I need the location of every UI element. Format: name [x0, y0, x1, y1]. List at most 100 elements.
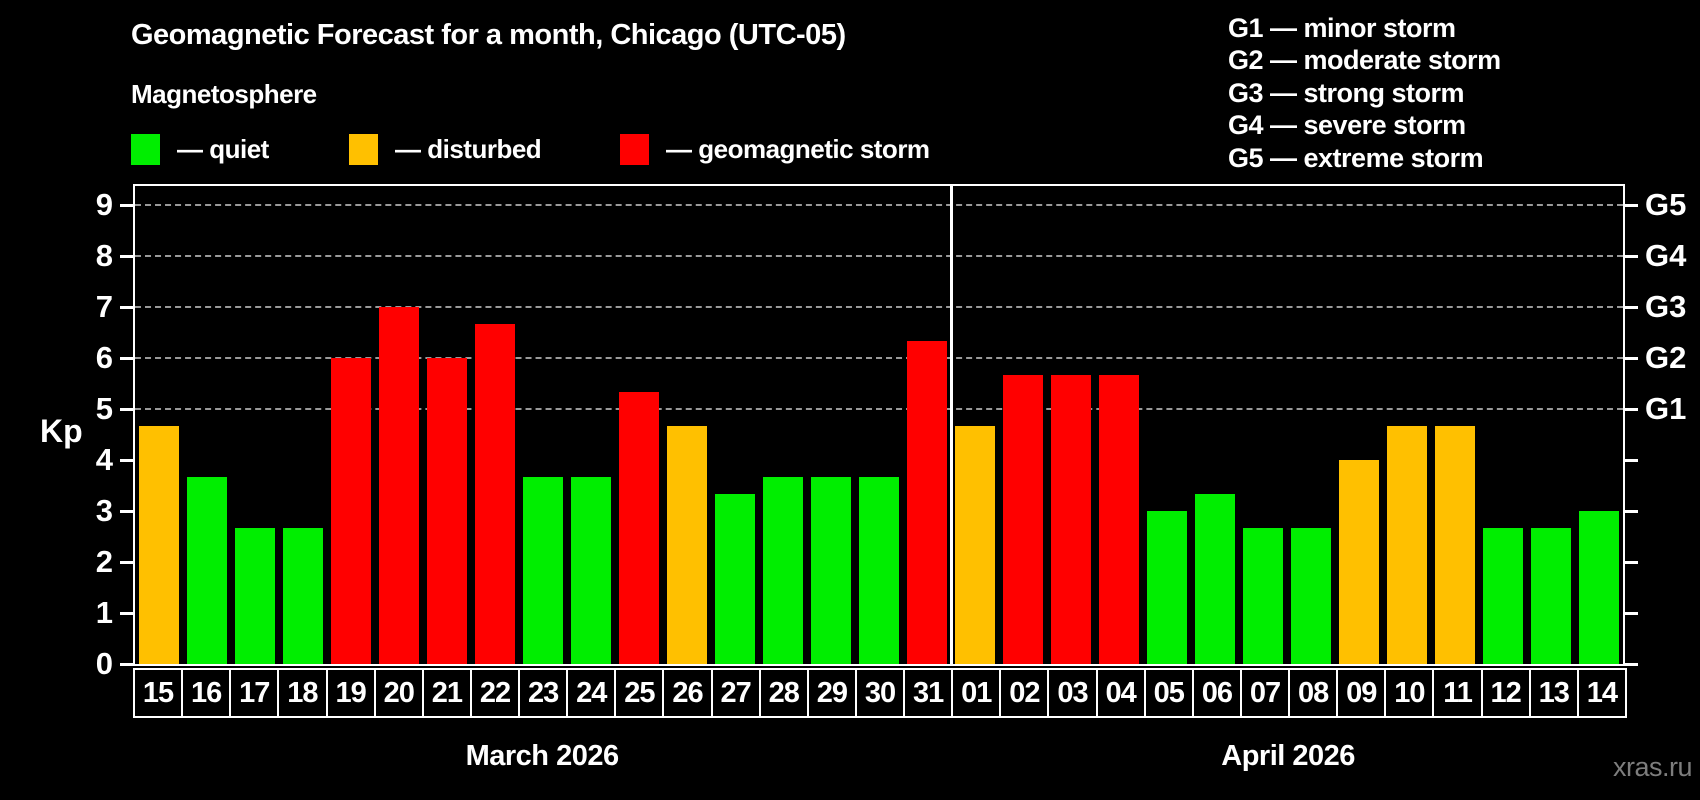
kp-bar — [619, 392, 659, 664]
kp-bar — [1531, 527, 1571, 664]
kp-gridline — [135, 204, 1623, 206]
date-cell: 09 — [1336, 668, 1387, 718]
date-cell: 10 — [1384, 668, 1435, 718]
kp-bar — [763, 476, 803, 664]
kp-gridline — [135, 357, 1623, 359]
date-cell: 18 — [277, 668, 328, 718]
right-axis-tick — [1625, 509, 1638, 513]
y-tick-label: 5 — [95, 391, 113, 426]
right-axis-tick — [1625, 356, 1638, 360]
date-cell: 06 — [1191, 668, 1242, 718]
kp-bar — [1003, 374, 1043, 664]
kp-bar — [1195, 494, 1235, 664]
date-cell: 26 — [662, 668, 713, 718]
date-cell: 23 — [518, 668, 569, 718]
y-tick-label: 0 — [95, 646, 113, 681]
date-cell: 25 — [614, 668, 665, 718]
y-tick-label: 6 — [95, 340, 113, 375]
y-axis-tick — [120, 356, 133, 360]
date-cell: 31 — [903, 668, 954, 718]
g-scale-label: G1 — [1645, 391, 1687, 426]
y-axis-tick — [120, 662, 133, 666]
page-title: Geomagnetic Forecast for a month, Chicag… — [131, 19, 846, 51]
date-cell: 22 — [469, 668, 521, 718]
kp-bar — [1291, 527, 1331, 664]
right-axis-tick — [1625, 407, 1638, 411]
y-axis-tick — [120, 458, 133, 462]
kp-bar — [907, 341, 947, 664]
kp-bar — [1147, 511, 1187, 664]
date-cell: 16 — [181, 668, 232, 718]
legend-quiet-label: — quiet — [177, 133, 269, 164]
g3-legend-line: G3 — strong storm — [1228, 77, 1465, 108]
date-cell: 03 — [1047, 668, 1098, 718]
g-scale-label: G3 — [1645, 289, 1687, 324]
kp-bar — [187, 476, 227, 664]
kp-bar — [283, 527, 323, 664]
date-cell: 05 — [1143, 668, 1194, 718]
date-cell: 15 — [133, 668, 184, 718]
kp-bar — [235, 527, 275, 664]
y-axis-tick — [120, 305, 133, 309]
y-axis-tick — [120, 254, 133, 258]
y-tick-label: 8 — [95, 238, 113, 273]
right-axis-tick — [1625, 560, 1638, 564]
g-scale-label: G4 — [1645, 238, 1687, 273]
disturbed-swatch-icon — [349, 133, 378, 165]
kp-bar — [1099, 374, 1139, 664]
date-cell: 11 — [1432, 668, 1483, 718]
right-axis-tick — [1625, 203, 1638, 207]
watermark: xras.ru — [1612, 752, 1693, 782]
date-cell: 08 — [1288, 668, 1339, 718]
date-cell: 29 — [806, 668, 857, 718]
legend-item-disturbed: — disturbed — [349, 133, 542, 165]
kp-bar — [1483, 527, 1523, 664]
date-cell: 01 — [951, 668, 1002, 718]
g5-legend-line: G5 — extreme storm — [1228, 142, 1484, 173]
kp-gridline — [135, 408, 1623, 410]
kp-bar — [955, 425, 995, 664]
date-cell: 14 — [1576, 668, 1627, 718]
date-cell: 12 — [1480, 668, 1531, 718]
y-tick-label: 7 — [95, 289, 113, 324]
legend-item-storm: — geomagnetic storm — [620, 133, 930, 165]
kp-bar — [331, 358, 371, 664]
date-cell: 19 — [325, 668, 376, 718]
kp-bar — [1435, 425, 1475, 664]
kp-bar — [571, 476, 611, 664]
kp-bar — [859, 476, 899, 664]
y-tick-label: 1 — [95, 595, 113, 630]
quiet-swatch-icon — [131, 133, 160, 165]
y-axis-tick — [120, 203, 133, 207]
right-axis-tick — [1625, 305, 1638, 309]
date-cell: 24 — [566, 668, 617, 718]
right-axis-tick — [1625, 254, 1638, 258]
g-scale-legend: G1 — minor storm G2 — moderate storm G3 … — [1228, 12, 1501, 174]
month-separator-line — [949, 186, 953, 664]
kp-bar — [1051, 374, 1091, 664]
g-scale-label: G2 — [1645, 340, 1687, 375]
month-label: April 2026 — [1221, 740, 1355, 772]
date-cell: 04 — [1095, 668, 1146, 718]
y-tick-label: 4 — [95, 442, 113, 477]
date-cell: 30 — [854, 668, 906, 718]
date-cell: 27 — [710, 668, 761, 718]
kp-bar — [379, 307, 419, 664]
g-scale-label: G5 — [1645, 187, 1687, 222]
right-axis-tick — [1625, 662, 1638, 666]
y-tick-label: 9 — [95, 187, 113, 222]
kp-bar — [1579, 511, 1619, 664]
kp-bar — [1339, 460, 1379, 664]
date-cell: 02 — [999, 668, 1050, 718]
kp-bar — [427, 358, 467, 664]
kp-gridline — [135, 306, 1623, 308]
g1-legend-line: G1 — minor storm — [1228, 13, 1456, 43]
month-label: March 2026 — [465, 740, 620, 772]
date-cell: 28 — [758, 668, 809, 718]
kp-bar — [475, 323, 515, 664]
y-axis-title: Kp — [40, 413, 83, 449]
legend-item-quiet: — quiet — [131, 133, 269, 165]
kp-bar — [139, 425, 179, 664]
kp-bar — [523, 476, 563, 664]
